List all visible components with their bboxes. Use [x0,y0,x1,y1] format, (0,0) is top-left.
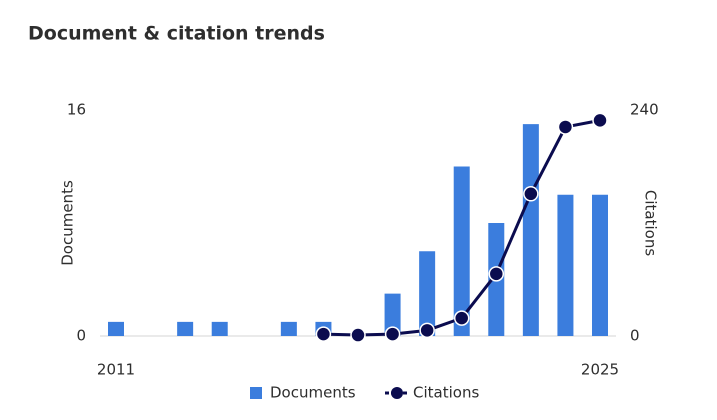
bar [557,194,574,336]
legend-label: Citations [413,384,479,402]
bar [280,321,297,336]
point [592,112,608,129]
bar [108,321,124,336]
chart-title: Document & citation trends [28,23,325,45]
point [557,119,574,135]
bar [384,293,401,336]
legend-swatch [391,387,403,399]
bar [177,321,194,336]
point [350,327,366,343]
x-tick-label: 2011 [97,361,135,379]
y2-tick-label: 240 [630,101,659,119]
bar [419,251,436,336]
y2-axis-title: Citations [642,190,660,256]
bar [453,166,470,336]
y2-tick-label: 0 [630,327,640,345]
bar [211,321,228,336]
x-tick-label: 2025 [581,361,619,379]
point [315,326,332,342]
y-tick-label: 0 [76,327,86,345]
legend-label: Documents [270,384,356,402]
bar [592,194,608,336]
point [419,322,435,339]
legend-swatch [250,387,262,399]
point [453,310,470,326]
bar [522,124,539,336]
point [523,186,539,202]
y-tick-label: 16 [67,101,86,119]
point [384,326,401,342]
point [488,266,505,282]
y-axis-title: Documents [59,180,77,266]
